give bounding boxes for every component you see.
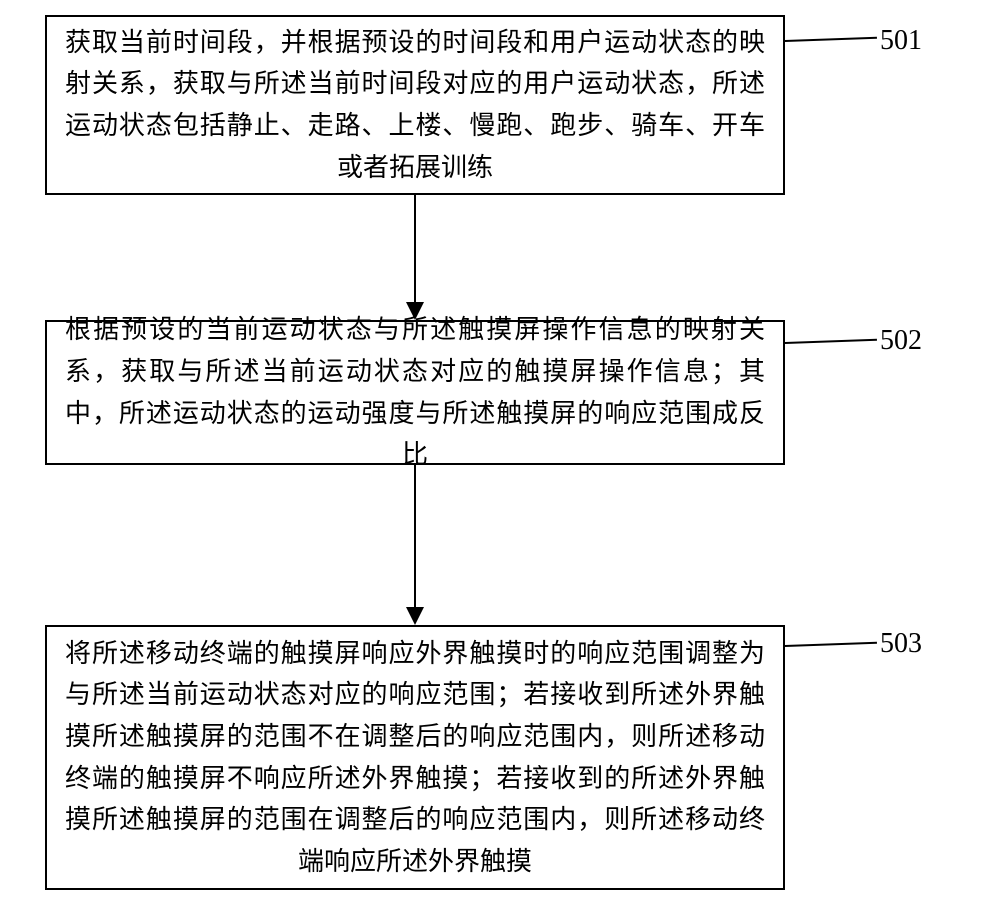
flow-step-502: 根据预设的当前运动状态与所述触摸屏操作信息的映射关系，获取与所述当前运动状态对应… [45, 320, 785, 465]
flow-step-501: 获取当前时间段，并根据预设的时间段和用户运动状态的映射关系，获取与所述当前时间段… [45, 15, 785, 195]
step-label-501: 501 [880, 25, 922, 57]
leader-line-503 [785, 642, 877, 647]
step-label-502: 502 [880, 325, 922, 357]
leader-line-502 [785, 339, 877, 344]
flow-step-503-text: 将所述移动终端的触摸屏响应外界触摸时的响应范围调整为与所述当前运动状态对应的响应… [65, 633, 765, 883]
leader-line-501 [785, 37, 877, 42]
flow-step-503: 将所述移动终端的触摸屏响应外界触摸时的响应范围调整为与所述当前运动状态对应的响应… [45, 625, 785, 890]
flow-step-502-text: 根据预设的当前运动状态与所述触摸屏操作信息的映射关系，获取与所述当前运动状态对应… [65, 309, 765, 475]
flowchart-canvas: 获取当前时间段，并根据预设的时间段和用户运动状态的映射关系，获取与所述当前时间段… [0, 0, 1000, 905]
flow-step-501-text: 获取当前时间段，并根据预设的时间段和用户运动状态的映射关系，获取与所述当前时间段… [65, 22, 765, 188]
step-label-503: 503 [880, 628, 922, 660]
